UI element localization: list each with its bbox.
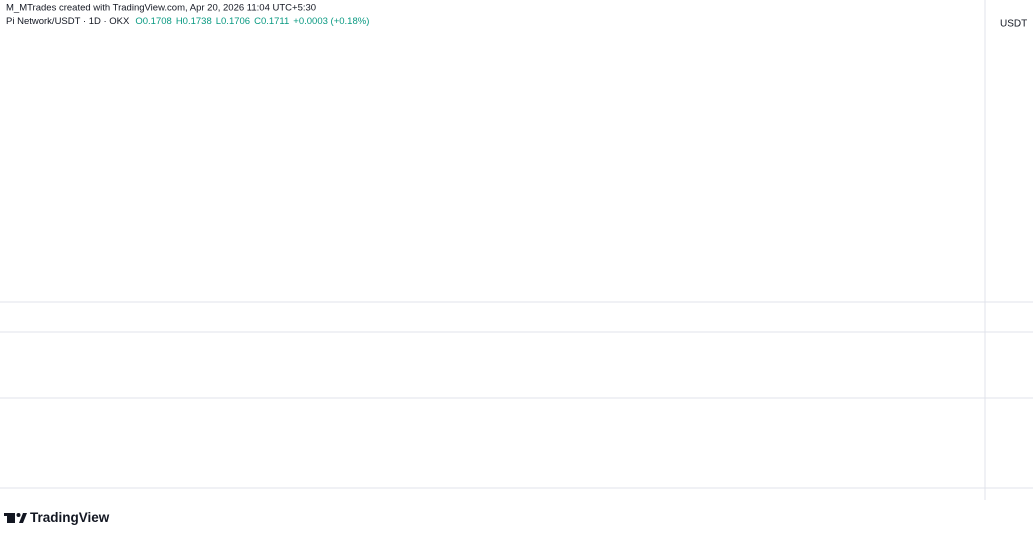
brand-name: TradingView (30, 510, 110, 525)
attribution: M_MTrades created with TradingView.com, … (6, 3, 316, 14)
symbol-line: Pi Network/USDT · 1D · OKX O0.1708 H0.1738… (6, 16, 369, 27)
logo-shape (4, 513, 11, 516)
ohlc-high: H0.1738 (176, 16, 212, 27)
brand-logo: TradingView (4, 510, 110, 525)
logo-shape (19, 513, 27, 523)
logo-shape (16, 513, 21, 517)
currency-label: USDT (1000, 19, 1027, 30)
ohlc-low: L0.1706 (216, 16, 250, 27)
ohlc-change: +0.0003 (+0.18%) (293, 16, 369, 27)
symbol: Pi Network/USDT · 1D · OKX (6, 16, 130, 27)
ohlc-close: C0.1711 (254, 16, 289, 27)
logo-shape (7, 513, 15, 523)
ohlc-open: O0.1708 (135, 16, 171, 27)
